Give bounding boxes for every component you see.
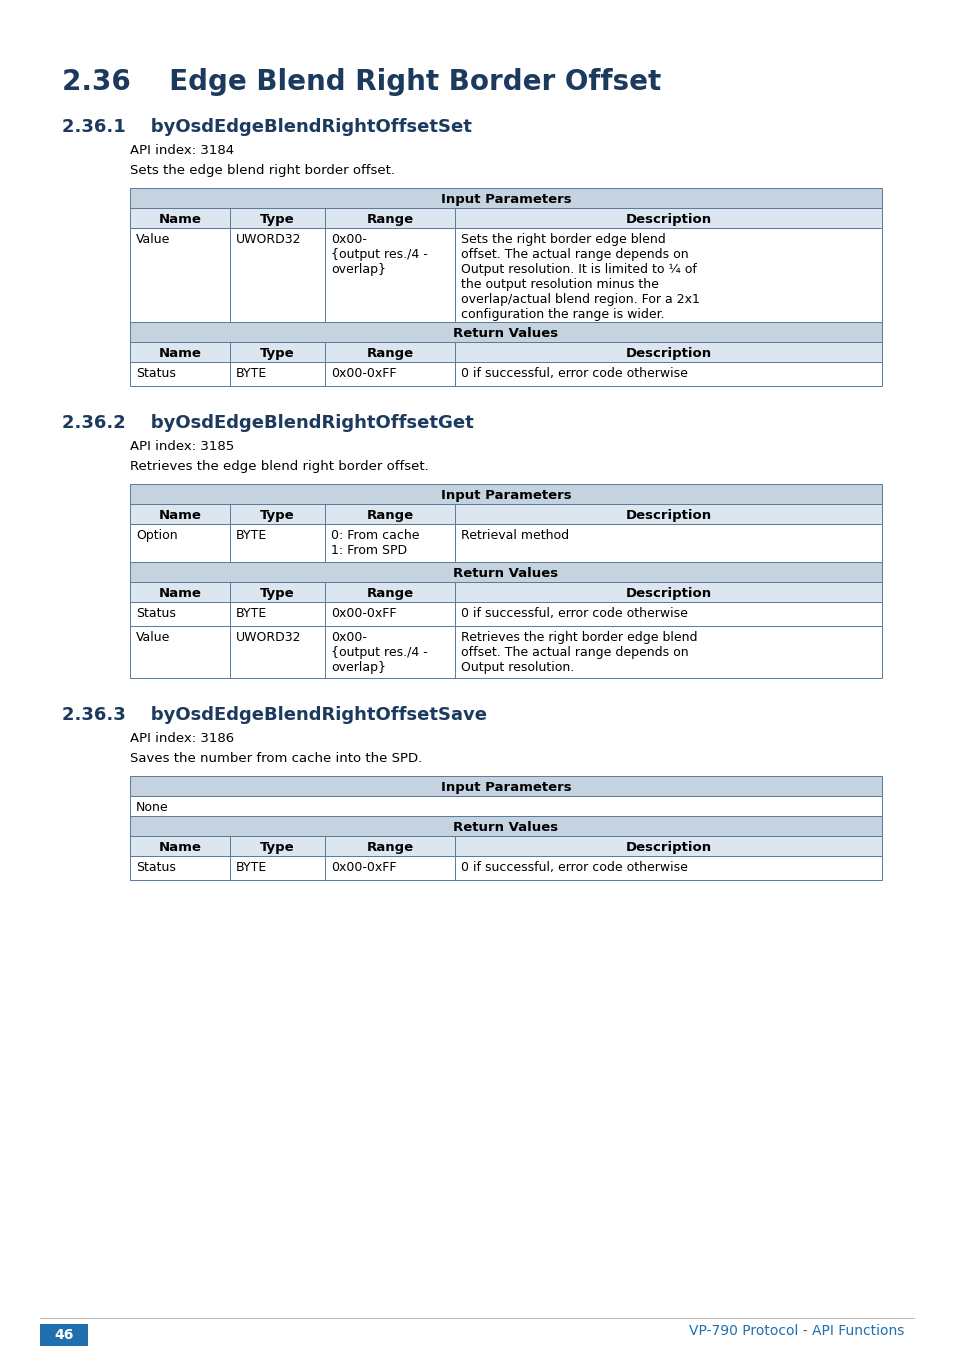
- Text: Retrieves the edge blend right border offset.: Retrieves the edge blend right border of…: [130, 460, 428, 473]
- Text: Description: Description: [625, 588, 711, 600]
- Text: VP-790 Protocol - API Functions: VP-790 Protocol - API Functions: [688, 1324, 903, 1338]
- Text: API index: 3185: API index: 3185: [130, 440, 234, 454]
- Text: Description: Description: [625, 841, 711, 854]
- Text: Retrieval method: Retrieval method: [460, 529, 569, 542]
- Text: UWORD32: UWORD32: [235, 631, 301, 645]
- Text: Type: Type: [260, 213, 294, 226]
- Text: 2.36.2    byOsdEdgeBlendRightOffsetGet: 2.36.2 byOsdEdgeBlendRightOffsetGet: [62, 414, 474, 432]
- Bar: [130, 362, 882, 386]
- Text: Value: Value: [136, 631, 171, 645]
- Text: Range: Range: [366, 509, 414, 523]
- Bar: [130, 504, 882, 524]
- Bar: [130, 343, 882, 362]
- Text: Range: Range: [366, 588, 414, 600]
- Text: 0 if successful, error code otherwise: 0 if successful, error code otherwise: [460, 861, 687, 873]
- Text: Sets the right border edge blend
offset. The actual range depends on
Output reso: Sets the right border edge blend offset.…: [460, 233, 700, 321]
- Text: UWORD32: UWORD32: [235, 233, 301, 246]
- Bar: [40, 1324, 88, 1346]
- Text: Range: Range: [366, 347, 414, 360]
- Text: BYTE: BYTE: [235, 367, 267, 380]
- Bar: [130, 626, 882, 678]
- Text: 0: From cache
1: From SPD: 0: From cache 1: From SPD: [331, 529, 419, 556]
- Text: 46: 46: [54, 1328, 73, 1342]
- Text: 0x00-
{output res./4 -
overlap}: 0x00- {output res./4 - overlap}: [331, 233, 427, 276]
- Text: Type: Type: [260, 509, 294, 523]
- Text: API index: 3184: API index: 3184: [130, 144, 233, 157]
- Bar: [130, 816, 882, 835]
- Text: 0x00-0xFF: 0x00-0xFF: [331, 367, 396, 380]
- Text: Input Parameters: Input Parameters: [440, 194, 571, 206]
- Text: 0 if successful, error code otherwise: 0 if successful, error code otherwise: [460, 367, 687, 380]
- Text: Description: Description: [625, 347, 711, 360]
- Text: 0 if successful, error code otherwise: 0 if successful, error code otherwise: [460, 607, 687, 620]
- Bar: [130, 322, 882, 343]
- Text: Name: Name: [158, 509, 201, 523]
- Text: Name: Name: [158, 588, 201, 600]
- Text: BYTE: BYTE: [235, 861, 267, 873]
- Text: Sets the edge blend right border offset.: Sets the edge blend right border offset.: [130, 164, 395, 177]
- Text: Name: Name: [158, 213, 201, 226]
- Bar: [130, 796, 882, 816]
- Text: Description: Description: [625, 213, 711, 226]
- Bar: [130, 227, 882, 322]
- Text: Name: Name: [158, 347, 201, 360]
- Text: Value: Value: [136, 233, 171, 246]
- Bar: [130, 776, 882, 796]
- Text: Status: Status: [136, 607, 175, 620]
- Text: API index: 3186: API index: 3186: [130, 733, 233, 745]
- Bar: [130, 524, 882, 562]
- Text: 0x00-
{output res./4 -
overlap}: 0x00- {output res./4 - overlap}: [331, 631, 427, 674]
- Bar: [130, 188, 882, 209]
- Text: 0x00-0xFF: 0x00-0xFF: [331, 607, 396, 620]
- Text: None: None: [136, 802, 169, 814]
- Text: 2.36    Edge Blend Right Border Offset: 2.36 Edge Blend Right Border Offset: [62, 68, 660, 96]
- Text: BYTE: BYTE: [235, 529, 267, 542]
- Text: 2.36.3    byOsdEdgeBlendRightOffsetSave: 2.36.3 byOsdEdgeBlendRightOffsetSave: [62, 705, 486, 724]
- Text: BYTE: BYTE: [235, 607, 267, 620]
- Bar: [130, 582, 882, 603]
- Bar: [130, 209, 882, 227]
- Text: Type: Type: [260, 841, 294, 854]
- Bar: [130, 483, 882, 504]
- Text: 2.36.1    byOsdEdgeBlendRightOffsetSet: 2.36.1 byOsdEdgeBlendRightOffsetSet: [62, 118, 472, 135]
- Text: Return Values: Return Values: [453, 821, 558, 834]
- Text: Type: Type: [260, 347, 294, 360]
- Text: Range: Range: [366, 841, 414, 854]
- Text: Saves the number from cache into the SPD.: Saves the number from cache into the SPD…: [130, 751, 422, 765]
- Bar: [130, 835, 882, 856]
- Text: Status: Status: [136, 861, 175, 873]
- Text: Return Values: Return Values: [453, 328, 558, 340]
- Text: Range: Range: [366, 213, 414, 226]
- Text: Description: Description: [625, 509, 711, 523]
- Text: Return Values: Return Values: [453, 567, 558, 580]
- Text: Name: Name: [158, 841, 201, 854]
- Text: Input Parameters: Input Parameters: [440, 781, 571, 793]
- Text: Type: Type: [260, 588, 294, 600]
- Text: Retrieves the right border edge blend
offset. The actual range depends on
Output: Retrieves the right border edge blend of…: [460, 631, 697, 674]
- Text: Status: Status: [136, 367, 175, 380]
- Text: Option: Option: [136, 529, 177, 542]
- Bar: [130, 603, 882, 626]
- Text: 0x00-0xFF: 0x00-0xFF: [331, 861, 396, 873]
- Bar: [130, 856, 882, 880]
- Text: Input Parameters: Input Parameters: [440, 489, 571, 502]
- Bar: [130, 562, 882, 582]
